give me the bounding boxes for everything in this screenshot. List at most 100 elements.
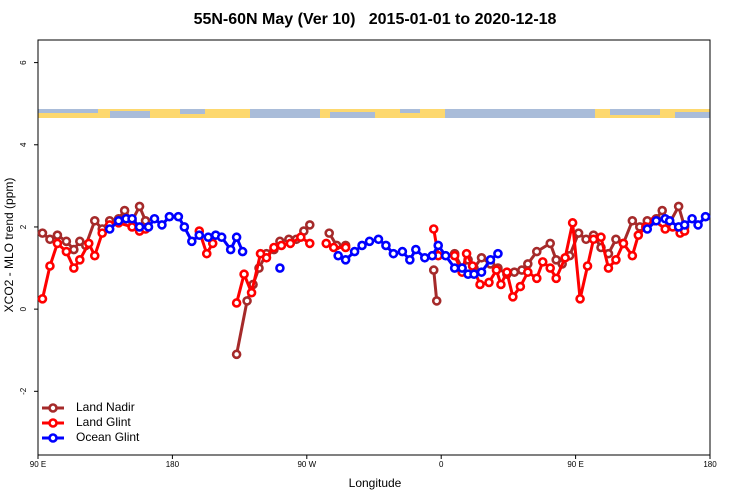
- point: [545, 263, 556, 273]
- legend-label: Land Nadir: [76, 400, 135, 414]
- point: [37, 294, 48, 304]
- point: [61, 246, 72, 257]
- legend-marker: [48, 418, 58, 428]
- point: [69, 244, 79, 255]
- point: [428, 224, 439, 234]
- point: [411, 244, 421, 255]
- point: [242, 296, 252, 306]
- point: [321, 238, 332, 249]
- point: [75, 255, 85, 265]
- point: [194, 230, 205, 240]
- point: [357, 240, 367, 251]
- point: [457, 263, 467, 273]
- point: [237, 246, 248, 257]
- point: [476, 252, 487, 263]
- point: [69, 263, 79, 273]
- point: [428, 265, 439, 275]
- point: [679, 220, 690, 230]
- point: [531, 246, 542, 257]
- point: [207, 238, 218, 249]
- point: [304, 238, 315, 249]
- point: [225, 244, 236, 255]
- chart-title: 55N-60N May (Ver 10) 2015-01-01 to 2020-…: [194, 11, 557, 28]
- point: [328, 242, 339, 253]
- point: [246, 287, 257, 298]
- point: [269, 242, 279, 253]
- point: [515, 281, 526, 292]
- point: [433, 240, 444, 251]
- x-tick-label: 180: [166, 460, 180, 469]
- point: [113, 215, 124, 226]
- point: [449, 250, 460, 261]
- point: [127, 213, 137, 224]
- point: [560, 252, 570, 263]
- point: [440, 250, 451, 261]
- point: [469, 269, 479, 280]
- y-tick-label: 6: [19, 60, 28, 65]
- point: [484, 277, 494, 288]
- y-tick-label: 2: [19, 224, 28, 229]
- point: [545, 238, 556, 249]
- point: [633, 230, 644, 240]
- x-tick-label: 90 E: [30, 460, 46, 469]
- point: [239, 269, 249, 280]
- point: [449, 263, 460, 273]
- point: [324, 228, 335, 238]
- point: [231, 298, 242, 308]
- point: [203, 232, 214, 243]
- point: [216, 232, 227, 243]
- legend-marker: [48, 403, 58, 413]
- point: [397, 246, 408, 257]
- point: [588, 234, 599, 245]
- point: [52, 230, 63, 240]
- point: [523, 259, 533, 269]
- point: [89, 215, 100, 226]
- point: [467, 261, 478, 271]
- point: [296, 232, 306, 243]
- point: [276, 240, 287, 251]
- point: [333, 250, 343, 261]
- point: [187, 236, 197, 247]
- point: [491, 265, 502, 275]
- point: [340, 255, 351, 265]
- point: [431, 296, 442, 306]
- point: [381, 240, 391, 251]
- point: [611, 255, 621, 265]
- point: [37, 228, 48, 238]
- map-strip: [38, 109, 710, 118]
- x-tick-label: 0: [439, 460, 444, 469]
- legend-label: Land Glint: [76, 415, 131, 429]
- point: [618, 238, 629, 249]
- point: [388, 248, 399, 259]
- point: [83, 238, 94, 249]
- point: [642, 224, 653, 234]
- legend-label: Ocean Glint: [76, 430, 140, 444]
- point: [134, 222, 145, 232]
- point: [52, 238, 63, 249]
- point: [143, 222, 154, 232]
- point: [496, 279, 506, 290]
- point: [582, 261, 593, 271]
- point: [596, 232, 606, 243]
- point: [127, 222, 137, 232]
- legend-marker: [48, 433, 58, 443]
- point: [285, 238, 296, 249]
- point: [581, 234, 591, 245]
- point: [700, 211, 711, 222]
- point: [523, 267, 533, 277]
- x-tick-label: 90 W: [297, 460, 316, 469]
- point: [157, 220, 167, 230]
- point: [231, 232, 242, 243]
- point: [551, 273, 561, 284]
- point: [502, 267, 512, 277]
- point: [134, 201, 145, 212]
- x-axis-label: Longitude: [349, 476, 402, 490]
- point: [531, 273, 542, 284]
- point: [603, 263, 614, 273]
- point: [275, 263, 285, 273]
- point: [627, 250, 638, 261]
- point: [364, 236, 375, 247]
- point: [231, 349, 242, 360]
- point: [461, 248, 472, 259]
